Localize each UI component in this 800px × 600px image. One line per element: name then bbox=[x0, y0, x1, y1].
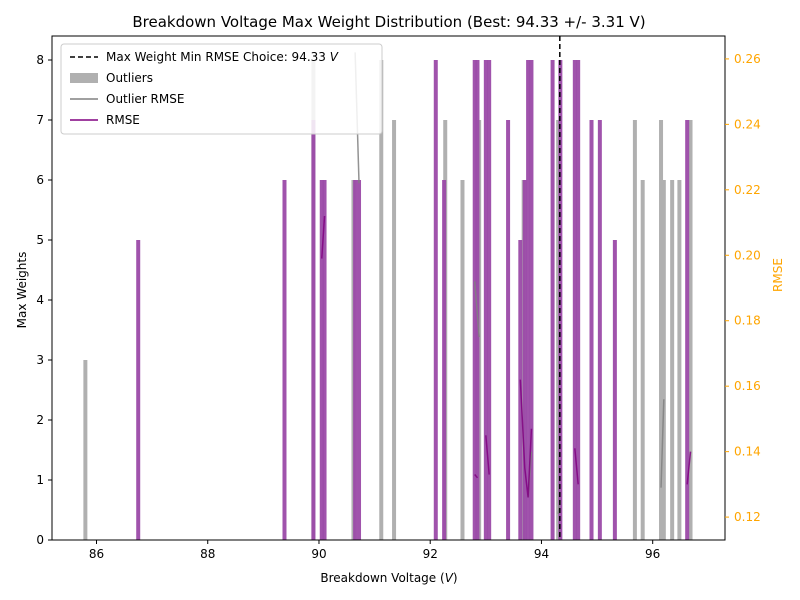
rmse-line bbox=[574, 448, 579, 485]
y-tick-label: 5 bbox=[36, 233, 44, 247]
outlier-bar bbox=[688, 120, 693, 540]
plot-area bbox=[83, 36, 693, 540]
y2-tick-label: 0.24 bbox=[734, 117, 761, 131]
rmse-line bbox=[474, 474, 479, 479]
x-axis-unit: V bbox=[445, 571, 454, 585]
y2-tick-label: 0.18 bbox=[734, 314, 761, 328]
max-weight-bar bbox=[685, 120, 690, 540]
y-axis-label: Max Weights bbox=[15, 252, 29, 329]
rmse-line bbox=[485, 435, 490, 475]
x-tick-label: 92 bbox=[423, 547, 438, 561]
y2-axis-label: RMSE bbox=[771, 258, 785, 292]
outlier-bar bbox=[640, 180, 645, 540]
x-tick-label: 94 bbox=[534, 547, 549, 561]
chart-title: Breakdown Voltage Max Weight Distributio… bbox=[132, 13, 645, 31]
legend-label: Outlier RMSE bbox=[106, 92, 184, 106]
legend-label: RMSE bbox=[106, 113, 140, 127]
max-weight-bar bbox=[487, 60, 492, 540]
max-weight-bar bbox=[612, 240, 617, 540]
legend: Max Weight Min RMSE Choice: 94.33 V Outli… bbox=[60, 43, 383, 135]
max-weight-bar bbox=[572, 60, 577, 540]
legend-box bbox=[60, 43, 383, 135]
x-tick-label: 88 bbox=[200, 547, 215, 561]
max-weight-bar bbox=[319, 180, 324, 540]
y2-tick-label: 0.16 bbox=[734, 379, 761, 393]
x-axis-label: Breakdown Voltage (V) bbox=[320, 571, 457, 585]
outlier-rmse-line bbox=[660, 399, 665, 488]
max-weight-bar bbox=[526, 60, 531, 540]
max-weight-bar bbox=[483, 60, 488, 540]
legend-label: Outliers bbox=[106, 71, 153, 85]
y2-tick-label: 0.22 bbox=[734, 183, 761, 197]
outlier-bar bbox=[677, 180, 682, 540]
outlier-bar bbox=[659, 120, 664, 540]
y2-tick-label: 0.12 bbox=[734, 510, 761, 524]
max-weight-bar bbox=[475, 60, 480, 540]
rmse-line bbox=[519, 379, 533, 498]
max-weight-bar bbox=[433, 60, 438, 540]
outlier-bar bbox=[670, 180, 675, 540]
outlier-bar bbox=[392, 120, 397, 540]
rmse-line bbox=[686, 451, 692, 485]
y-tick-label: 2 bbox=[36, 413, 44, 427]
max-weight-bar bbox=[597, 120, 602, 540]
max-weight-bar bbox=[589, 120, 594, 540]
max-weight-bar bbox=[529, 60, 534, 540]
max-weight-bar bbox=[576, 60, 581, 540]
outlier-bar bbox=[379, 60, 384, 540]
max-weight-bar bbox=[353, 180, 358, 540]
axes-frame bbox=[51, 35, 726, 541]
outlier-bar bbox=[661, 180, 666, 540]
x-tick-label: 90 bbox=[311, 547, 326, 561]
rmse-line bbox=[321, 215, 326, 259]
y-tick-label: 1 bbox=[36, 473, 44, 487]
axes: 86 88 90 92 94 96 0 1 2 3 4 5 6 7 8 0.12 0.14 0.16 0.18 0.2… bbox=[36, 35, 761, 561]
y-tick-label: 0 bbox=[36, 533, 44, 547]
x-tick-label: 86 bbox=[89, 547, 104, 561]
y-tick-label: 4 bbox=[36, 293, 44, 307]
y-tick-label: 8 bbox=[36, 53, 44, 67]
outlier-rmse-line bbox=[473, 281, 480, 338]
outlier-bar bbox=[632, 120, 637, 540]
y2-tick-label: 0.26 bbox=[734, 52, 761, 66]
max-weight-bar bbox=[311, 120, 316, 540]
max-weight-bar bbox=[506, 120, 511, 540]
max-weight-bar bbox=[136, 240, 141, 540]
max-weight-bar bbox=[322, 180, 327, 540]
y-tick-label: 6 bbox=[36, 173, 44, 187]
max-weight-bar bbox=[550, 60, 555, 540]
outlier-bar bbox=[556, 120, 561, 540]
max-weight-bar bbox=[472, 60, 477, 540]
y2-tick-label: 0.20 bbox=[734, 248, 761, 262]
legend-label: Max Weight Min RMSE Choice: 94.33 V bbox=[106, 50, 339, 64]
max-weight-bar bbox=[357, 180, 362, 540]
y-tick-label: 3 bbox=[36, 353, 44, 367]
max-weight-bar bbox=[522, 180, 527, 540]
x-tick-label: 96 bbox=[645, 547, 660, 561]
y2-tick-label: 0.14 bbox=[734, 445, 761, 459]
outlier-bar bbox=[83, 360, 88, 540]
max-weight-bar bbox=[282, 180, 287, 540]
legend-handle-patch bbox=[70, 73, 98, 83]
outlier-bar bbox=[460, 180, 465, 540]
max-weight-bar bbox=[442, 180, 447, 540]
y-tick-label: 7 bbox=[36, 113, 44, 127]
